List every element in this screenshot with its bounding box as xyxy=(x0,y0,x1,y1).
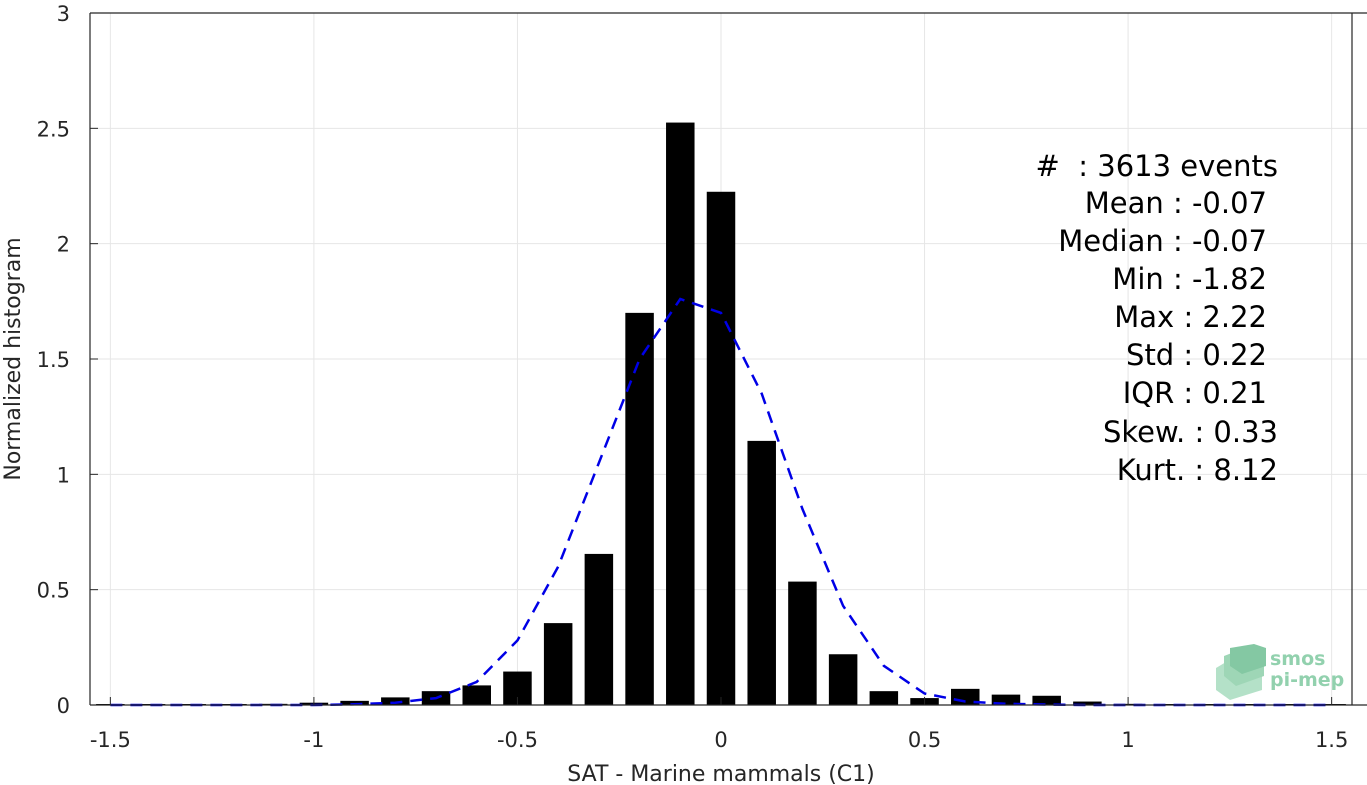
histogram-bar xyxy=(1073,701,1102,705)
histogram-bar xyxy=(340,700,369,705)
x-tick-label: 0 xyxy=(714,728,727,752)
histogram-bar xyxy=(706,191,736,705)
histogram-bars xyxy=(96,122,1346,706)
histogram-bar xyxy=(747,440,776,705)
axes-frame xyxy=(89,12,1367,706)
stat-std: Std : 0.22 xyxy=(1126,338,1267,372)
histogram-bar xyxy=(381,697,410,705)
x-tick-labels: -1.5 -1 -0.5 0 0.5 1 1.5 xyxy=(90,728,1348,752)
y-tick-labels: 0 0.5 1 1.5 2 2.5 3 xyxy=(37,2,70,718)
stat-kurt: Kurt. : 8.12 xyxy=(1117,453,1278,487)
stats-box: # : 3613 events Mean : -0.07 Median : -0… xyxy=(1036,149,1278,487)
stat-max: Max : 2.22 xyxy=(1114,300,1267,334)
logo-line2: pi-mep xyxy=(1270,669,1344,691)
stat-skew: Skew. : 0.33 xyxy=(1103,415,1278,449)
stat-min: Min : -1.82 xyxy=(1112,262,1267,296)
y-tick-label: 0.5 xyxy=(37,579,70,603)
histogram-bar xyxy=(788,581,817,705)
histogram-bar xyxy=(584,553,614,705)
x-tick-label: 1.5 xyxy=(1315,728,1348,752)
histogram-bar xyxy=(625,312,654,705)
histogram-bar xyxy=(666,122,695,706)
y-tick-label: 0 xyxy=(57,694,70,718)
x-tick-label: -0.5 xyxy=(497,728,538,752)
histogram-bar xyxy=(991,694,1021,705)
x-axis-label: SAT - Marine mammals (C1) xyxy=(567,762,875,785)
stat-count: # : 3613 events xyxy=(1036,149,1278,183)
logo-mark-icon xyxy=(1216,644,1266,700)
y-tick-label: 2.5 xyxy=(37,117,70,141)
histogram-bar xyxy=(828,654,858,705)
histogram-bar xyxy=(869,691,899,705)
stat-iqr: IQR : 0.21 xyxy=(1123,376,1267,410)
y-tick-label: 1.5 xyxy=(37,348,70,372)
logo-line1: smos xyxy=(1270,648,1325,670)
histogram-bar xyxy=(1032,695,1061,705)
stat-mean: Mean : -0.07 xyxy=(1085,186,1267,220)
y-axis-label: Normalized histogram xyxy=(1,237,26,480)
x-tick-label: -1 xyxy=(303,728,324,752)
x-tick-label: 1 xyxy=(1121,728,1134,752)
histogram-bar xyxy=(543,623,573,705)
x-tick-label: -1.5 xyxy=(90,728,131,752)
histogram-bar xyxy=(462,685,491,705)
stat-median: Median : -0.07 xyxy=(1058,224,1267,258)
x-tick-label: 0.5 xyxy=(908,728,941,752)
smos-pimep-logo: smos pi-mep xyxy=(1216,644,1344,700)
y-tick-label: 1 xyxy=(57,463,70,487)
y-tick-label: 3 xyxy=(57,2,70,26)
y-tick-label: 2 xyxy=(57,233,70,257)
